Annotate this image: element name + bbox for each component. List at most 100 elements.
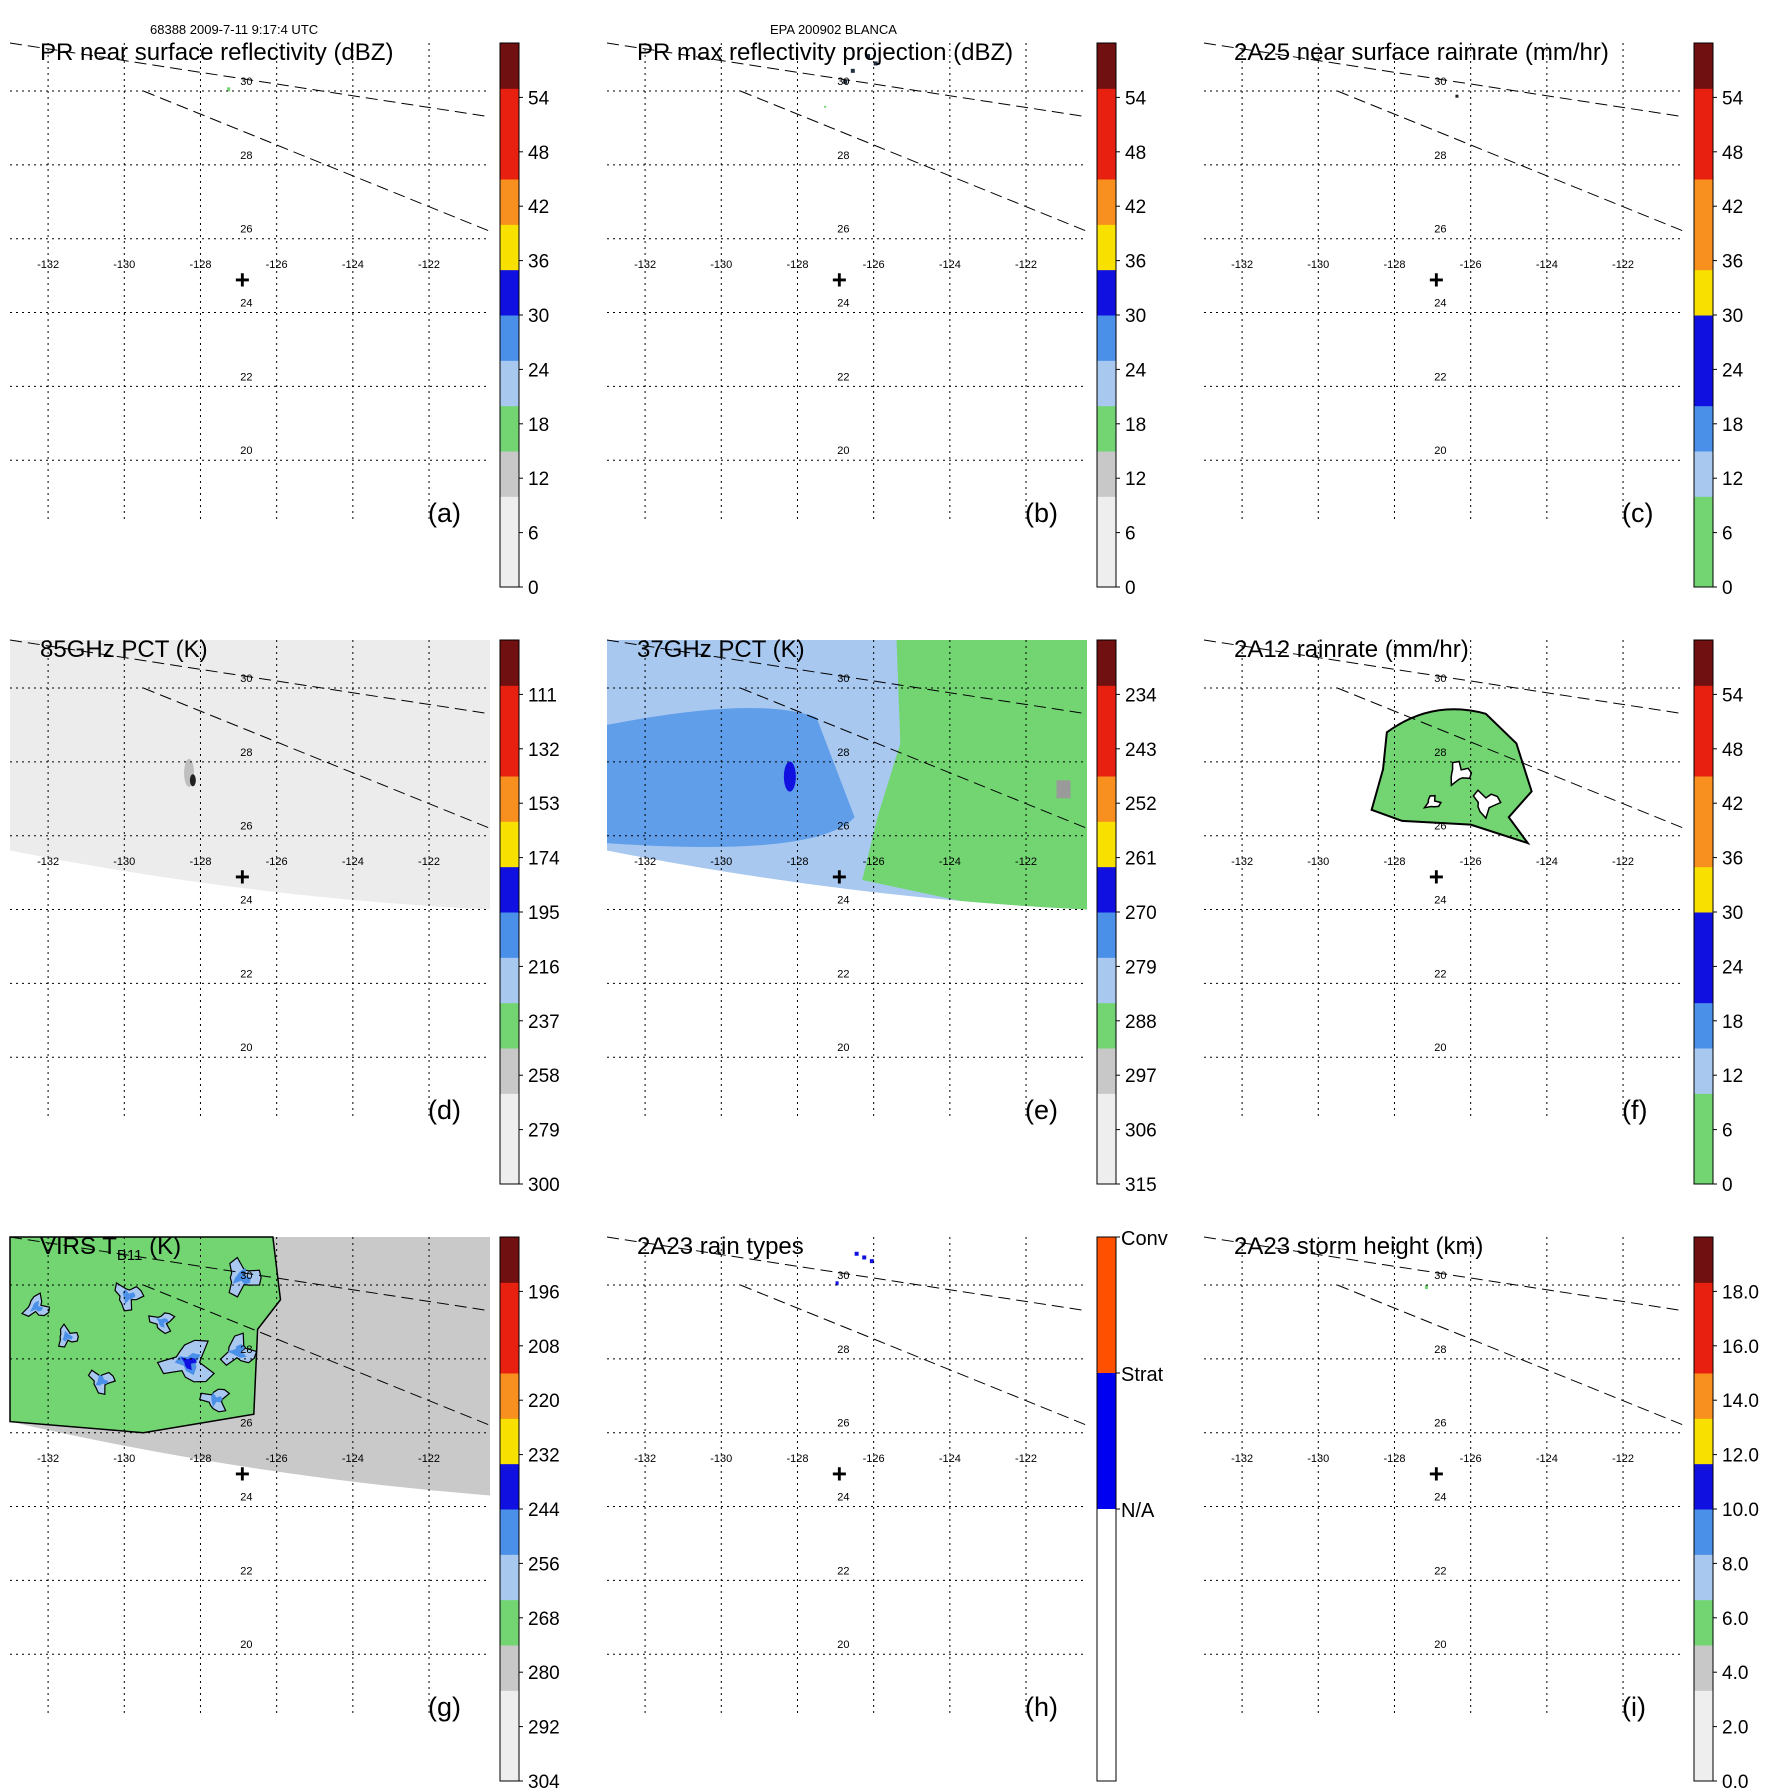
swath-edge-line	[606, 1236, 1088, 1312]
lat-label: 20	[837, 445, 849, 457]
panel-tag: (d)	[428, 1095, 461, 1125]
colorbar-segment	[1097, 1509, 1116, 1781]
colorbar-label: 256	[528, 1554, 560, 1575]
panel-d: -132 -130 -128 -126 -124 -122 30 28 26 24 22 20 +111…	[0, 632, 560, 1196]
lat-label: 24	[240, 1492, 252, 1504]
panel-tag: (g)	[428, 1692, 461, 1722]
lat-label: 20	[240, 1639, 252, 1651]
lat-label: 24	[837, 298, 849, 310]
colorbar-segment	[500, 405, 519, 452]
colorbar-frame	[499, 42, 520, 588]
colorbar-label: 42	[1722, 197, 1743, 218]
colorbar-segment	[500, 1002, 519, 1049]
lat-label: 20	[1434, 1639, 1446, 1651]
lon-label: -132	[1231, 856, 1253, 868]
lon-label: -132	[634, 1453, 656, 1465]
colorbar-segment	[1694, 88, 1713, 135]
colorbar-segment	[1694, 451, 1713, 497]
colorbar-label: 14.0	[1722, 1391, 1759, 1412]
lat-label: 20	[837, 1042, 849, 1054]
map-panel-svg: -132 -130 -128 -126 -124 -122 30 28 26 24 22 20 +196…	[9, 1236, 560, 1789]
panel-b: -132 -130 -128 -126 -124 -122 30 28 26 24 22 20 +54 4…	[597, 35, 1157, 599]
swath-edge-line	[606, 42, 1088, 118]
panel-title: 2A25 near surface rainrate (mm/hr)	[1234, 39, 1609, 66]
lon-label: -124	[342, 856, 364, 868]
panel-a: -132 -130 -128 -126 -124 -122 30 28 26 24 22 20 +54 4…	[0, 35, 560, 599]
swath-edge-line	[740, 687, 1088, 829]
colorbar: 18.0 16.0 14.0 12.0 10.0 8.0 6.0 4.0 2.0 0.0	[1693, 1236, 1759, 1789]
lon-label: -124	[939, 259, 961, 271]
panel-tag: (c)	[1622, 498, 1654, 528]
colorbar-segment	[500, 179, 519, 225]
storm-center-marker: +	[1429, 1458, 1444, 1488]
colorbar-segment	[1694, 43, 1713, 89]
colorbar-segment	[500, 1735, 519, 1782]
map-panel-svg: -132 -130 -128 -126 -124 -122 30 28 26 24 22 20 + Con…	[606, 1228, 1168, 1782]
stratiform-echo	[869, 1259, 874, 1264]
echo	[227, 87, 231, 92]
colorbar-segment	[1097, 315, 1116, 361]
lat-label: 20	[1434, 1042, 1446, 1054]
lon-label: -126	[863, 856, 885, 868]
colorbar-segment	[1694, 1554, 1713, 1601]
swath-edge-line	[143, 687, 491, 829]
colorbar: 54 48 42 36 30 24 18 12 6 0	[499, 42, 550, 599]
colorbar-label: 196	[528, 1282, 560, 1303]
storm-center-marker: +	[1429, 264, 1444, 294]
colorbar-segment	[1097, 1093, 1116, 1140]
lon-label: -130	[1307, 259, 1329, 271]
panel-title: PR max reflectivity projection (dBZ)	[637, 39, 1014, 66]
panel-title: PR near surface reflectivity (dBZ)	[40, 39, 394, 66]
echo	[843, 79, 848, 84]
panel-i: -132 -130 -128 -126 -124 -122 30 28 26 24 22 20 +18.…	[1194, 1229, 1759, 1789]
lon-label: -124	[342, 259, 364, 271]
colorbar-segment	[1097, 776, 1116, 822]
colorbar-segment	[500, 821, 519, 868]
lat-label: 28	[1434, 747, 1446, 759]
lat-label: 26	[1434, 821, 1446, 833]
colorbar-segment	[1694, 1373, 1713, 1419]
colorbar-segment	[500, 315, 519, 361]
colorbar-label: 258	[528, 1066, 560, 1087]
colorbar-label: 24	[1722, 360, 1744, 381]
lat-label: 22	[837, 371, 849, 383]
lon-label: -124	[939, 1453, 961, 1465]
lon-label: -128	[189, 259, 211, 271]
colorbar-label: 18.0	[1722, 1282, 1759, 1303]
colorbar-segment	[500, 640, 519, 686]
colorbar-segment	[1694, 1599, 1713, 1646]
colorbar-label: 306	[1125, 1121, 1157, 1142]
colorbar-label: 24	[1125, 360, 1147, 381]
panel-tag: (i)	[1622, 1692, 1646, 1722]
lat-label: 26	[240, 1418, 252, 1430]
lat-label: 26	[1434, 1418, 1446, 1430]
map-panel-svg: -132 -130 -128 -126 -124 -122 30 28 26 24 22 20 +54 4…	[9, 42, 550, 599]
colorbar-label: 12	[1722, 469, 1743, 490]
lon-label: -128	[1383, 856, 1405, 868]
colorbar-label: 6	[528, 524, 539, 545]
map-area: -132 -130 -128 -126 -124 -122 30 28 26 24 22 20 +	[606, 639, 1088, 1120]
colorbar-segment	[1097, 43, 1116, 89]
lon-label: -130	[710, 1453, 732, 1465]
lat-label: 24	[1434, 1492, 1446, 1504]
swath-edge-line	[1337, 1284, 1685, 1426]
lat-label: 26	[837, 821, 849, 833]
panel-f: -132 -130 -128 -126 -124 -122 30 28 26 24 22 20 +54 4…	[1194, 632, 1754, 1196]
colorbar-segment	[1694, 405, 1713, 452]
colorbar-label: 132	[528, 740, 560, 761]
colorbar-label: N/A	[1121, 1500, 1155, 1522]
colorbar-segment	[1694, 1138, 1713, 1185]
tb37-cool-region	[607, 708, 855, 848]
lat-label: 26	[240, 821, 252, 833]
colorbar-label: 2.0	[1722, 1718, 1748, 1739]
swath-edge-line	[9, 639, 491, 715]
colorbar-label: 174	[528, 849, 560, 870]
lon-label: -124	[1536, 259, 1558, 271]
colorbar-label: 24	[528, 360, 550, 381]
colorbar-segment	[500, 224, 519, 271]
colorbar-segment	[500, 360, 519, 407]
lat-label: 28	[837, 150, 849, 162]
lon-label: -130	[113, 259, 135, 271]
colorbar-segment	[500, 541, 519, 588]
